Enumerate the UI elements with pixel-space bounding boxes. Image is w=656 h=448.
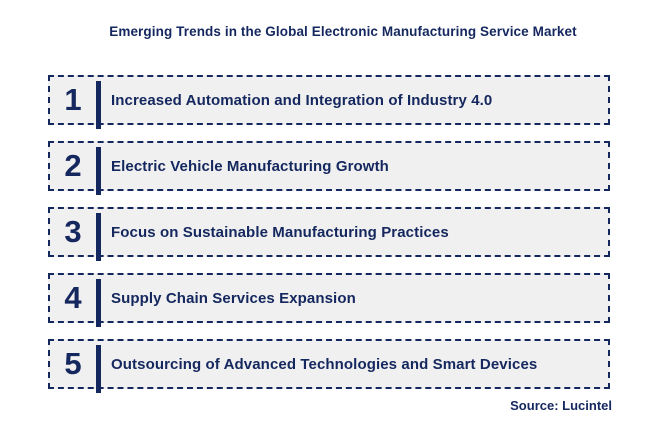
trend-label: Focus on Sustainable Manufacturing Pract… [111,223,449,241]
trend-label: Outsourcing of Advanced Technologies and… [111,355,538,373]
source-note: Source: Lucintel [510,398,612,413]
trend-divider [96,81,101,129]
trend-row: 4 Supply Chain Services Expansion [48,273,610,327]
trend-label: Increased Automation and Integration of … [111,91,493,109]
trend-divider [96,279,101,327]
trend-divider [96,213,101,261]
trend-divider [96,147,101,195]
trend-number: 2 [64,148,82,183]
trend-number: 5 [64,346,82,381]
trend-label: Electric Vehicle Manufacturing Growth [111,157,389,175]
page-title: Emerging Trends in the Global Electronic… [109,24,577,39]
trend-label: Supply Chain Services Expansion [111,289,356,307]
trend-row: 3 Focus on Sustainable Manufacturing Pra… [48,207,610,261]
trend-row: 5 Outsourcing of Advanced Technologies a… [48,339,610,393]
trend-number: 3 [64,214,82,249]
trend-list: 1 Increased Automation and Integration o… [48,75,610,405]
trend-row: 1 Increased Automation and Integration o… [48,75,610,129]
trend-number: 1 [64,82,82,117]
trend-row: 2 Electric Vehicle Manufacturing Growth [48,141,610,195]
trend-divider [96,345,101,393]
trend-number: 4 [64,280,82,315]
